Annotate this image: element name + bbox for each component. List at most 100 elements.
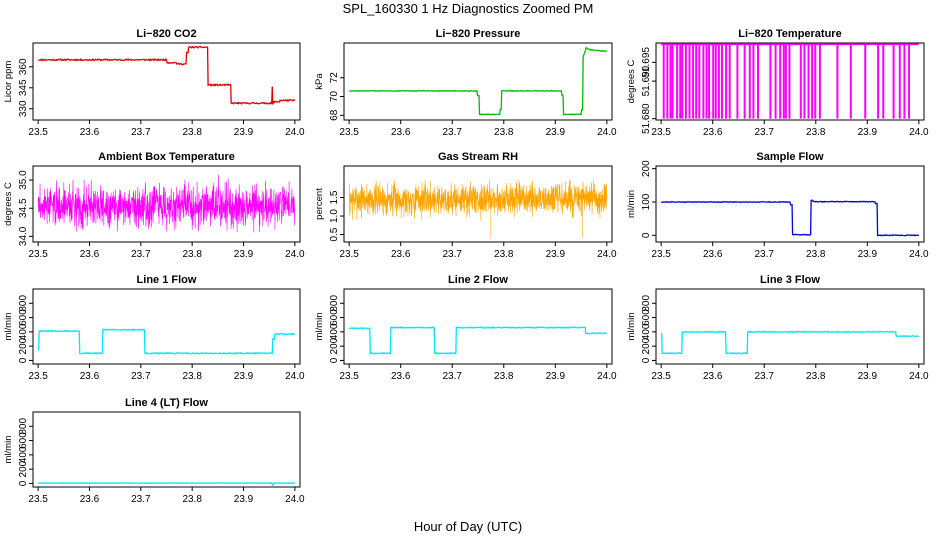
x-tick-label: 23.8 bbox=[806, 249, 826, 260]
data-series-noise bbox=[37, 174, 296, 233]
panel-title: Sample Flow bbox=[756, 151, 824, 163]
y-tick-label: 0.5 bbox=[329, 227, 340, 241]
x-tick-label: 23.7 bbox=[131, 249, 151, 260]
y-tick-label: 400 bbox=[18, 323, 29, 340]
x-tick-label: 23.6 bbox=[703, 249, 723, 260]
panel-title: Ambient Box Temperature bbox=[98, 151, 235, 163]
chart-panel: Line 4 (LT) Flow ml/min 23.5 23.6 23.7 23.8 23… bbox=[3, 397, 305, 505]
y-tick-label: 200 bbox=[18, 337, 29, 354]
x-tick-label: 24.0 bbox=[285, 494, 305, 505]
x-tick-label: 24.0 bbox=[597, 249, 617, 260]
x-tick-label: 23.6 bbox=[391, 371, 411, 382]
chart-panel: Line 1 Flow ml/min 23.5 23.6 23.7 23.8 23.9 24.… bbox=[3, 274, 305, 382]
x-tick-label: 23.7 bbox=[754, 249, 774, 260]
series-group bbox=[38, 45, 296, 105]
series-group bbox=[38, 328, 296, 355]
x-tick-label: 23.9 bbox=[858, 371, 878, 382]
x-tick-label: 24.0 bbox=[285, 371, 305, 382]
series-group bbox=[37, 174, 296, 233]
figure-x-axis-label: Hour of Day (UTC) bbox=[414, 519, 522, 534]
x-tick-label: 23.5 bbox=[28, 127, 48, 138]
panel-title: Line 1 Flow bbox=[137, 274, 197, 286]
plot-frame bbox=[32, 411, 301, 488]
plot-frame bbox=[655, 288, 925, 365]
x-tick-label: 24.0 bbox=[909, 127, 929, 138]
panel-title: Li−820 CO2 bbox=[136, 28, 196, 40]
data-series-line bbox=[38, 482, 295, 486]
figure-title: SPL_160330 1 Hz Diagnostics Zoomed PM bbox=[343, 1, 594, 16]
panel-title: Li−820 Temperature bbox=[738, 28, 841, 40]
x-tick-label: 23.8 bbox=[494, 371, 514, 382]
x-tick-label: 23.6 bbox=[391, 127, 411, 138]
x-tick-label: 24.0 bbox=[285, 127, 305, 138]
data-series-line bbox=[38, 45, 296, 105]
x-tick-label: 23.9 bbox=[234, 127, 254, 138]
chart-panel: Line 3 Flow ml/min 23.5 23.6 23.7 23.8 23.9 24.… bbox=[626, 274, 929, 382]
y-tick-label: 68 bbox=[329, 109, 340, 121]
x-tick-label: 23.5 bbox=[28, 249, 48, 260]
x-tick-label: 23.9 bbox=[234, 249, 254, 260]
y-axis-label: degrees C bbox=[626, 59, 637, 103]
x-tick-label: 23.7 bbox=[131, 371, 151, 382]
y-tick-label: 51.680 bbox=[641, 103, 652, 134]
x-tick-label: 23.9 bbox=[546, 371, 566, 382]
y-tick-label: 600 bbox=[641, 309, 652, 326]
plot-frame bbox=[32, 42, 301, 121]
series-group bbox=[661, 199, 920, 237]
y-tick-label: 345 bbox=[18, 79, 29, 96]
x-tick-label: 23.9 bbox=[234, 494, 254, 505]
data-series-line bbox=[38, 328, 296, 355]
y-axis-label: ml/min bbox=[3, 313, 14, 341]
x-tick-label: 23.6 bbox=[80, 371, 100, 382]
x-tick-label: 23.8 bbox=[182, 371, 202, 382]
y-tick-label: 0 bbox=[18, 357, 29, 363]
y-tick-label: 200 bbox=[329, 337, 340, 354]
x-tick-label: 23.5 bbox=[651, 127, 671, 138]
x-tick-label: 23.6 bbox=[703, 371, 723, 382]
y-tick-label: 70 bbox=[329, 91, 340, 103]
x-tick-label: 23.6 bbox=[703, 127, 723, 138]
panel-title: Gas Stream RH bbox=[438, 151, 518, 163]
x-tick-label: 23.8 bbox=[806, 127, 826, 138]
plot-frame bbox=[343, 288, 613, 365]
y-tick-label: 200 bbox=[641, 160, 652, 177]
x-tick-label: 23.8 bbox=[182, 249, 202, 260]
x-tick-label: 23.8 bbox=[494, 127, 514, 138]
y-axis-label: ml/min bbox=[626, 313, 637, 341]
y-tick-label: 330 bbox=[18, 100, 29, 117]
series-group bbox=[661, 330, 919, 355]
chart-panel: Li−820 Temperature degrees C 23.5 23.6 23.7 2… bbox=[626, 28, 929, 138]
chart-panel: Sample Flow ml/min 23.5 23.6 23.7 23.8 23.9 24.… bbox=[626, 151, 929, 260]
chart-panel: Li−820 Pressure kPa 23.5 23.6 23.7 23.8 23.9 24… bbox=[314, 28, 617, 138]
y-tick-label: 72 bbox=[329, 72, 340, 84]
y-tick-label: 0 bbox=[18, 480, 29, 486]
x-tick-label: 23.9 bbox=[858, 127, 878, 138]
y-tick-label: 800 bbox=[18, 295, 29, 312]
x-tick-label: 23.5 bbox=[28, 371, 48, 382]
y-axis-label: kPa bbox=[314, 73, 325, 90]
x-tick-label: 24.0 bbox=[909, 249, 929, 260]
chart-panel: Line 2 Flow ml/min 23.5 23.6 23.7 23.8 23.9 24.… bbox=[314, 274, 617, 382]
x-tick-label: 23.9 bbox=[858, 249, 878, 260]
y-tick-label: 0 bbox=[329, 357, 340, 363]
y-tick-label: 34.5 bbox=[18, 198, 29, 218]
panel-title: Li−820 Pressure bbox=[436, 28, 521, 40]
series-group bbox=[349, 46, 608, 116]
x-tick-label: 23.7 bbox=[754, 371, 774, 382]
x-tick-label: 23.5 bbox=[651, 249, 671, 260]
x-tick-label: 23.5 bbox=[651, 371, 671, 382]
series-group bbox=[661, 43, 919, 119]
data-series-line bbox=[661, 199, 920, 237]
x-tick-label: 23.7 bbox=[131, 127, 151, 138]
y-tick-label: 1.0 bbox=[329, 209, 340, 223]
panels-container: Li−820 CO2 Licor ppm 23.5 23.6 23.7 23.8 23.9 2… bbox=[3, 28, 929, 505]
series-group bbox=[348, 326, 608, 355]
x-tick-label: 23.9 bbox=[546, 249, 566, 260]
y-tick-label: 600 bbox=[18, 309, 29, 326]
data-series-noise bbox=[348, 179, 608, 239]
x-tick-label: 23.8 bbox=[182, 127, 202, 138]
chart-panel: Gas Stream RH percent 23.5 23.6 23.7 23.8 23.9… bbox=[314, 151, 617, 260]
x-tick-label: 24.0 bbox=[597, 127, 617, 138]
y-tick-label: 51.695 bbox=[641, 47, 652, 78]
x-tick-label: 23.9 bbox=[546, 127, 566, 138]
